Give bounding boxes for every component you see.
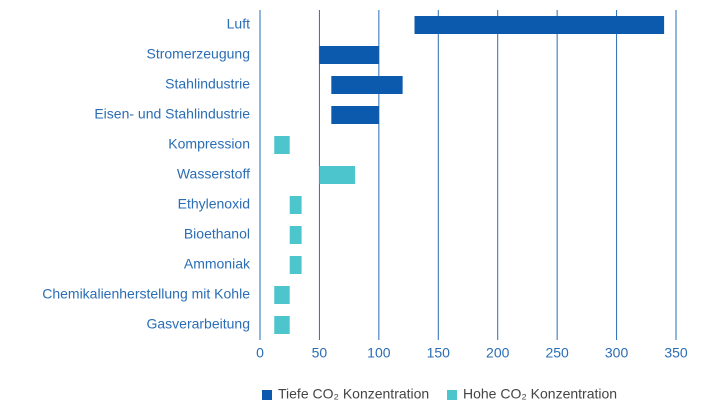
legend-swatch bbox=[262, 390, 272, 400]
y-tick-label: Eisen- und Stahlindustrie bbox=[94, 106, 250, 122]
y-tick-label: Bioethanol bbox=[184, 226, 250, 242]
y-tick-label: Luft bbox=[227, 16, 250, 32]
legend-label: Tiefe CO₂ Konzentration bbox=[278, 386, 429, 402]
x-tick-label: 150 bbox=[427, 345, 451, 361]
bar bbox=[319, 46, 379, 64]
bar bbox=[331, 76, 403, 94]
x-tick-label: 0 bbox=[256, 345, 264, 361]
x-tick-label: 50 bbox=[312, 345, 328, 361]
y-tick-label: Ethylenoxid bbox=[178, 196, 250, 212]
x-tick-label: 300 bbox=[605, 345, 629, 361]
y-tick-label: Chemikalienherstellung mit Kohle bbox=[42, 286, 250, 302]
bar bbox=[289, 226, 302, 244]
bar bbox=[274, 316, 290, 334]
x-tick-label: 200 bbox=[486, 345, 510, 361]
bar bbox=[274, 136, 290, 154]
legend-swatch bbox=[447, 390, 457, 400]
x-tick-label: 250 bbox=[545, 345, 569, 361]
bar bbox=[289, 256, 302, 274]
bar bbox=[414, 16, 665, 34]
y-tick-label: Stahlindustrie bbox=[165, 76, 250, 92]
bar bbox=[331, 106, 379, 124]
x-tick-label: 100 bbox=[367, 345, 391, 361]
bar bbox=[289, 196, 302, 214]
bar bbox=[319, 166, 356, 184]
y-tick-label: Kompression bbox=[168, 136, 250, 152]
bar bbox=[274, 286, 290, 304]
y-tick-label: Ammoniak bbox=[184, 256, 251, 272]
y-tick-label: Stromerzeugung bbox=[146, 46, 250, 62]
x-tick-label: 350 bbox=[664, 345, 688, 361]
y-tick-label: Gasverarbeitung bbox=[146, 316, 250, 332]
y-tick-label: Wasserstoff bbox=[177, 166, 250, 182]
legend-label: Hohe CO₂ Konzentration bbox=[463, 386, 617, 402]
